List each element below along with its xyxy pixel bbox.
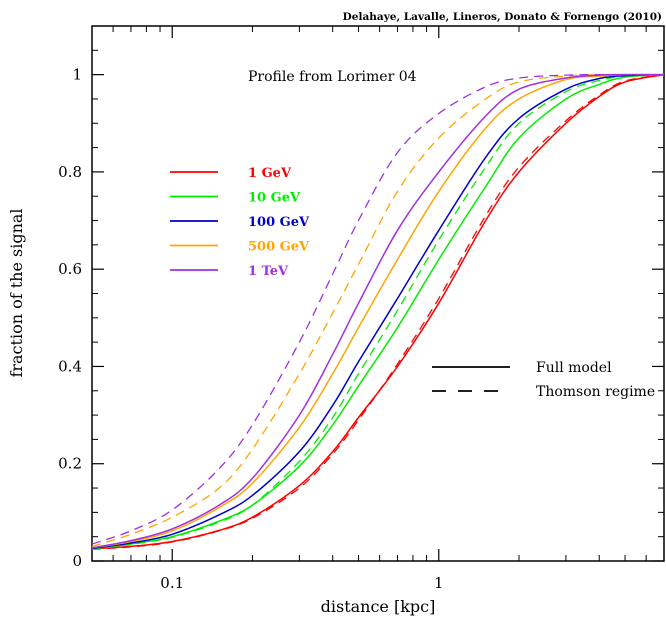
legend-label-10-gev: 10 GeV — [248, 191, 301, 206]
axis-ticks: 0 0.2 0.4 0.6 0.8 1 0.1 1 — [58, 26, 664, 592]
y-tick-label: 1 — [72, 66, 82, 84]
profile-annotation: Profile from Lorimer 04 — [248, 69, 417, 85]
line-style-legend: Full model Thomson regime — [432, 360, 655, 400]
y-tick-label: 0.8 — [58, 163, 82, 181]
y-tick-label: 0.6 — [58, 260, 82, 278]
y-tick-label: 0.4 — [58, 357, 82, 375]
legend-label-500-gev: 500 GeV — [248, 240, 310, 255]
y-tick-label: 0 — [72, 552, 82, 570]
curve-full-10-gev — [91, 73, 665, 550]
y-tick-label: 0.2 — [58, 455, 82, 473]
x-axis-label: distance [kpc] — [321, 597, 436, 616]
curve-full-1-gev — [91, 73, 665, 550]
y-axis-label: fraction of the signal — [7, 208, 26, 377]
style-label-solid: Full model — [536, 360, 612, 376]
curve-full-100-gev — [91, 73, 665, 550]
credit-text: Delahaye, Lavalle, Lineros, Donato & For… — [343, 11, 662, 23]
curve-thomson-1-tev — [91, 73, 664, 545]
legend-label-1-gev: 1 GeV — [248, 166, 292, 181]
curve-thomson-1-gev — [91, 73, 665, 550]
data-curves — [91, 73, 665, 550]
legend: 1 GeV 10 GeV 100 GeV 500 GeV 1 TeV — [170, 166, 310, 279]
x-tick-label: 0.1 — [160, 574, 184, 592]
legend-label-100-gev: 100 GeV — [248, 215, 310, 230]
curve-full-1-tev — [91, 73, 664, 549]
legend-label-1-tev: 1 TeV — [248, 264, 289, 279]
curve-thomson-500-gev — [91, 73, 664, 548]
curve-thomson-10-gev — [91, 73, 665, 550]
curve-full-500-gev — [91, 73, 665, 549]
x-tick-label: 1 — [434, 574, 444, 592]
style-label-dashed: Thomson regime — [536, 384, 655, 400]
